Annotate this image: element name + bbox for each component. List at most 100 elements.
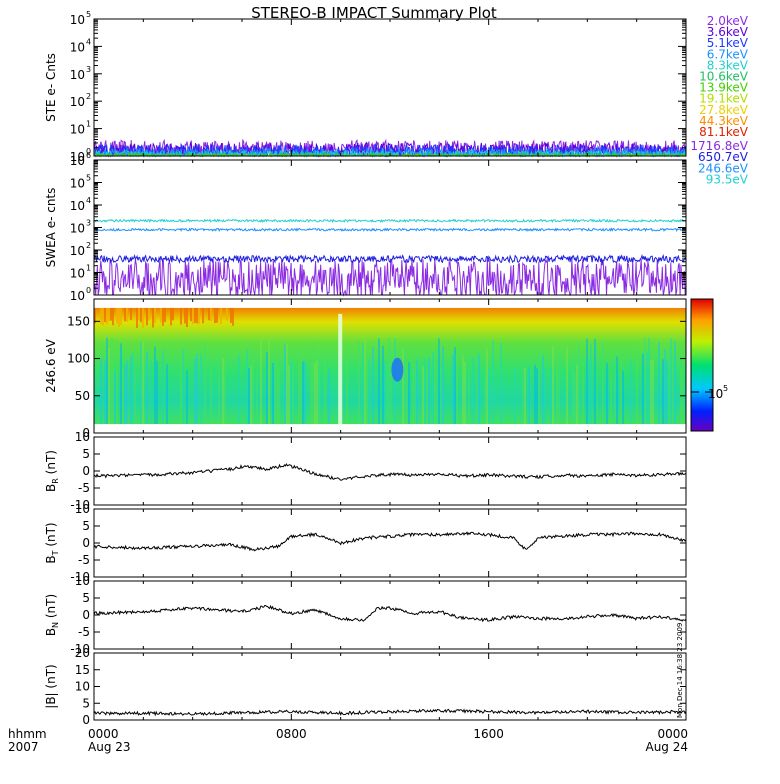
heatmap-cell (116, 339, 118, 425)
y-tick-exponent: 5 (86, 10, 91, 19)
y-tick-exponent: 6 (86, 151, 91, 160)
heatmap-cell (464, 361, 466, 425)
heatmap-cell (552, 347, 554, 425)
heatmap-cell (274, 359, 276, 425)
y-tick-label: -5 (78, 481, 90, 495)
heatmap-cell (572, 364, 574, 425)
series-trace (93, 227, 687, 233)
y-axis-label: BN (nT) (44, 594, 60, 636)
heatmap-cell (680, 369, 682, 425)
heatmap-cell (100, 307, 102, 325)
heatmap-cell (164, 307, 166, 323)
heatmap-cell (648, 338, 650, 425)
y-axis-label: STE e- Cnts (44, 53, 58, 122)
heatmap-cell (186, 370, 188, 425)
heatmap-cell (368, 358, 370, 425)
y-tick-exponent: 5 (86, 174, 91, 183)
heatmap-cell (582, 364, 584, 425)
heatmap-cell (184, 307, 186, 324)
legend-entry: 650.7eV (698, 150, 749, 164)
heatmap-cell (112, 338, 114, 425)
heatmap-cell (434, 354, 436, 425)
x-tick-label: 0000 (657, 727, 688, 741)
heatmap-cell (636, 359, 638, 425)
y-tick-label: 10 (70, 289, 85, 303)
y-tick-exponent: 4 (86, 37, 91, 46)
y-tick-label: 0 (82, 713, 90, 727)
heatmap-cell (674, 340, 676, 425)
heatmap-cell (200, 353, 202, 425)
x-tick-label: 0800 (276, 727, 307, 741)
heatmap-cell (190, 307, 192, 322)
legend-entry: 246.6eV (698, 161, 749, 175)
y-tick-exponent: 3 (86, 65, 91, 74)
heatmap-cell (138, 307, 140, 321)
heatmap-cell (154, 307, 156, 324)
heatmap-cell (266, 351, 268, 425)
heatmap-cell (268, 337, 270, 425)
y-tick-label: 10 (70, 244, 85, 258)
heatmap-cell (104, 360, 106, 425)
panel-frame (93, 508, 687, 578)
heatmap-cell (358, 341, 360, 425)
heatmap-cell (524, 367, 526, 425)
heatmap-cell (438, 338, 440, 425)
heatmap-cell (428, 357, 430, 425)
heatmap-cell (456, 352, 458, 425)
heatmap-cell (104, 307, 106, 323)
heatmap-cell (682, 358, 684, 425)
heatmap-cell (160, 307, 162, 323)
heatmap-cell (126, 360, 128, 425)
y-tick-label: 50 (75, 389, 90, 403)
heatmap-cell (286, 344, 288, 425)
heatmap-cell (186, 307, 188, 328)
heatmap-cell (192, 307, 194, 325)
heatmap-cell (384, 361, 386, 425)
heatmap-cell (324, 362, 326, 425)
heatmap-cell (390, 349, 392, 425)
heatmap-cell (486, 348, 488, 425)
y-tick-label: 15 (75, 663, 90, 677)
heatmap-cell (426, 369, 428, 425)
heatmap-cell (462, 356, 464, 425)
heatmap-cell (644, 337, 646, 425)
heatmap-cell (478, 354, 480, 425)
heatmap-cell (412, 348, 414, 425)
heatmap-cell (218, 363, 220, 425)
legend-entry: 44.3keV (699, 114, 749, 128)
heatmap-cell (162, 307, 164, 326)
heatmap-cell (566, 347, 568, 425)
heatmap-cell (260, 337, 262, 425)
heatmap-cell (452, 354, 454, 425)
heatmap-cell (126, 307, 128, 322)
colorbar-label: 10 (708, 387, 723, 401)
heatmap-cell (202, 307, 204, 324)
timestamp-stamp: Mon Dec 14 16:38:23 2009 (676, 623, 684, 718)
heatmap-cell (166, 364, 168, 425)
heatmap-cell (132, 352, 134, 425)
heatmap-cell (140, 342, 142, 425)
heatmap-cell (94, 307, 96, 324)
heatmap-cell (310, 358, 312, 425)
heatmap-cell (152, 307, 154, 328)
heatmap-cell (394, 338, 396, 425)
heatmap-cell (180, 307, 182, 325)
legend-entry: 13.9keV (699, 81, 749, 95)
heatmap-cell (194, 359, 196, 425)
heatmap-cell (652, 359, 654, 425)
heatmap-cell (402, 348, 404, 425)
heatmap-cell (204, 342, 206, 425)
magnetic-field-trace (93, 531, 687, 552)
heatmap-cell (614, 367, 616, 425)
panel-frame (93, 436, 687, 506)
y-tick-exponent: 2 (86, 241, 91, 250)
heatmap-cell (172, 307, 174, 321)
y-tick-exponent: 1 (86, 264, 91, 273)
heatmap-cell (210, 307, 212, 322)
heatmap-cell (284, 344, 286, 425)
heatmap-cell (668, 347, 670, 425)
y-tick-exponent: 4 (86, 196, 91, 205)
legend-entry: 81.1keV (699, 125, 749, 139)
